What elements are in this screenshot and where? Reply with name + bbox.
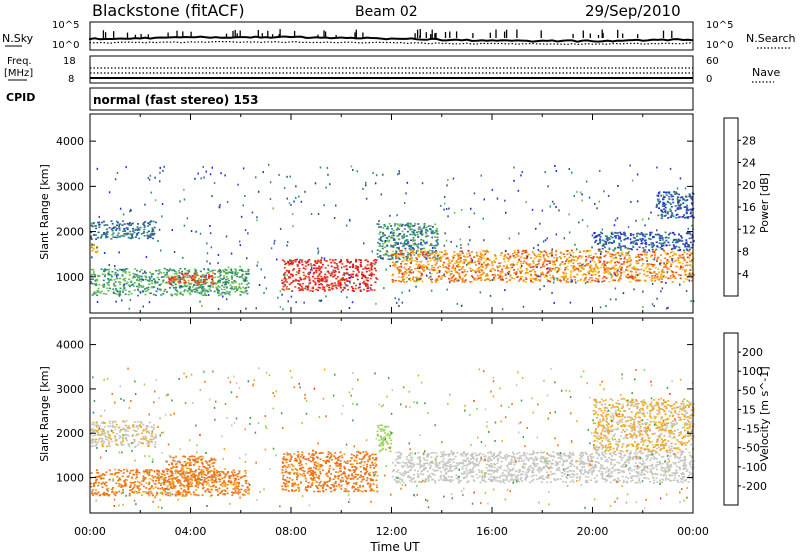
noise-search-label: N.Search	[746, 32, 796, 45]
power-colorbar-label-3: 16	[742, 201, 756, 214]
x-tick-label-0: 00:00	[74, 525, 106, 538]
velocity-colorbar-label: Velocity [m s^-1]	[758, 366, 771, 461]
power-region-0	[90, 220, 157, 240]
velocity-ytick-label-1000: 1000	[56, 472, 84, 485]
noise-panel	[89, 21, 694, 51]
x-tick-label-6: 00:00	[677, 525, 709, 538]
power-region-5	[376, 222, 439, 261]
velocity-region-4	[376, 424, 394, 453]
power-region-2	[90, 267, 250, 297]
velocity-colorbar-label-1: 100	[742, 365, 763, 378]
power-region-6	[391, 249, 695, 283]
power-colorbar: 4 8 12 16 20 24 28	[723, 117, 756, 297]
velocity-y-axis-label: Slant Range [km]	[38, 366, 51, 462]
power-y-axis: 1000 2000 3000 4000	[56, 114, 694, 313]
date-title: 29/Sep/2010	[585, 2, 681, 20]
noise-traces	[89, 29, 694, 46]
power-colorbar-label-4: 20	[742, 179, 756, 192]
velocity-scatter-noise	[90, 367, 694, 510]
power-ytick-label-3000: 3000	[56, 180, 84, 193]
velocity-region-6	[592, 397, 695, 453]
nave-tick-top: 60	[706, 56, 719, 67]
power-scatter-data	[90, 163, 695, 311]
velocity-colorbar: 200 100 50 15 -15 -50 -100 -200	[723, 332, 767, 506]
power-region-3	[167, 272, 217, 286]
power-region-7	[593, 231, 695, 252]
frequency-traces	[90, 67, 693, 79]
power-colorbar-label-5: 24	[742, 157, 756, 170]
freq-tick-top: 18	[63, 56, 76, 67]
power-y-axis-label: Slant Range [km]	[38, 164, 51, 260]
x-tick-label-1: 04:00	[175, 525, 207, 538]
x-tick-label-4: 16:00	[476, 525, 508, 538]
velocity-colorbar-label-5: -50	[742, 442, 760, 455]
power-ytick-label-4000: 4000	[56, 135, 84, 148]
velocity-colorbar-label-7: -200	[742, 480, 767, 493]
power-region-4	[281, 258, 379, 292]
velocity-ytick-label-4000: 4000	[56, 339, 84, 352]
noise-tick-bottom-right: 10^0	[706, 40, 733, 51]
power-scatter-noise	[90, 163, 695, 311]
nave-tick-bottom: 0	[706, 74, 712, 85]
frequency-panel	[89, 55, 694, 84]
velocity-y-axis: 1000 2000 3000 4000	[56, 318, 694, 513]
power-ytick-label-2000: 2000	[56, 226, 84, 239]
noise-tick-top-left: 10^5	[52, 20, 79, 31]
power-colorbar-label-6: 28	[742, 134, 756, 147]
noise-sky-label: N.Sky	[2, 32, 34, 45]
cpid-label: CPID	[6, 91, 35, 104]
noise-tick-bottom-left: 10^0	[52, 40, 79, 51]
velocity-scatter-data	[90, 367, 695, 510]
velocity-colorbar-label-6: -100	[742, 461, 767, 474]
noise-search-trace	[89, 40, 694, 46]
noise-tick-top-right: 10^5	[706, 20, 733, 31]
x-tick-label-3: 12:00	[376, 525, 408, 538]
velocity-ytick-label-2000: 2000	[56, 427, 84, 440]
power-colorbar-label-2: 12	[742, 223, 756, 236]
cpid-mode-text: normal (fast stereo) 153	[93, 93, 259, 107]
velocity-colorbar-label-0: 200	[742, 346, 763, 359]
velocity-ytick-label-3000: 3000	[56, 383, 84, 396]
station-title: Blackstone (fitACF)	[92, 1, 245, 20]
velocity-colorbar-frame	[723, 332, 739, 506]
power-colorbar-frame	[723, 117, 739, 297]
velocity-region-3	[281, 451, 379, 493]
freq-label: Freq.	[7, 56, 32, 67]
nave-label: Nave	[752, 66, 780, 79]
x-axis-label: Time UT	[369, 540, 420, 554]
cpid-panel	[89, 87, 694, 111]
velocity-colorbar-label-3: 15	[742, 403, 756, 416]
power-colorbar-label-1: 8	[742, 246, 749, 259]
velocity-region-5	[391, 451, 695, 484]
freq-unit-label: [MHz]	[4, 68, 33, 79]
velocity-colorbar-label-4: -15	[742, 423, 760, 436]
power-colorbar-label-0: 4	[742, 268, 749, 281]
velocity-colorbar-label-2: 50	[742, 384, 756, 397]
beam-title: Beam 02	[355, 4, 418, 20]
x-tick-label-5: 20:00	[577, 525, 609, 538]
noise-sky-trace	[89, 35, 694, 43]
freq-tick-bottom: 8	[68, 74, 74, 85]
time-x-axis: 00:00 04:00 08:00 12:00 16:00 20:00 00:00	[74, 525, 709, 538]
velocity-region-2	[165, 455, 218, 488]
velocity-region-0	[90, 420, 157, 449]
power-ytick-label-1000: 1000	[56, 271, 84, 284]
x-tick-label-2: 08:00	[275, 525, 307, 538]
power-colorbar-label: Power [dB]	[758, 173, 771, 233]
